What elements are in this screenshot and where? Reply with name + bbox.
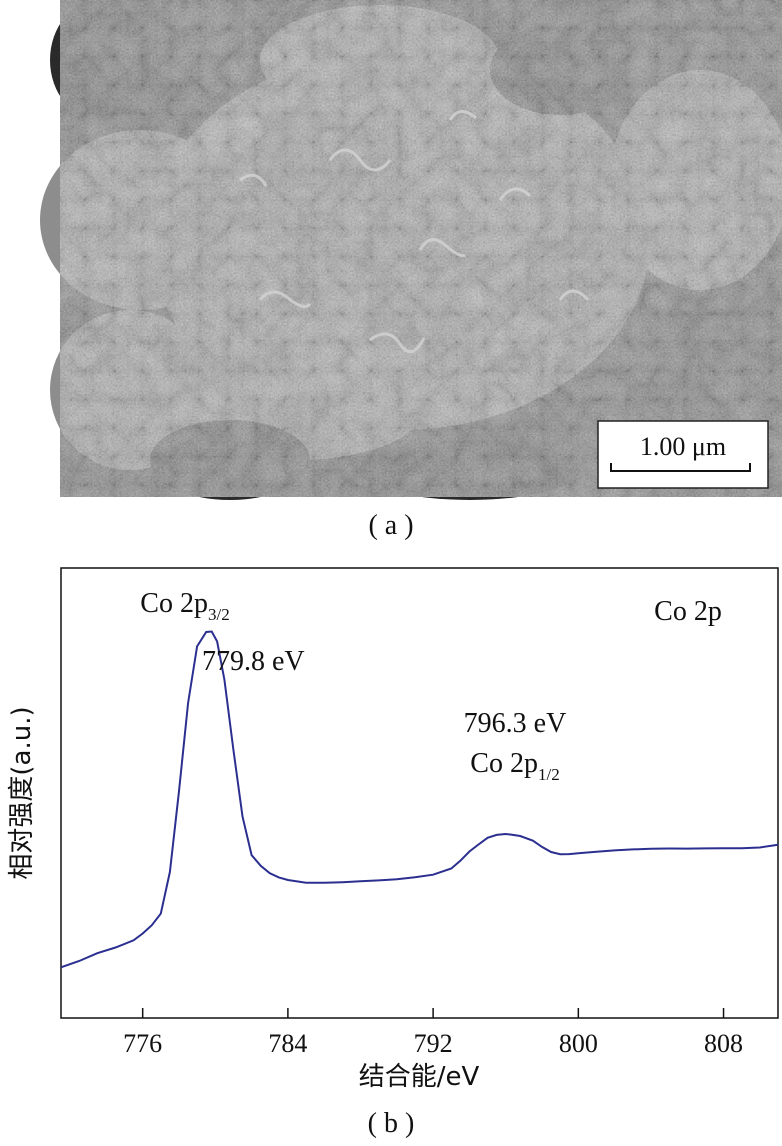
x-axis-label: 结合能/eV [359, 1062, 480, 1092]
x-tick-label: 808 [704, 1029, 743, 1058]
scale-bar-label: 1.00 μm [640, 432, 726, 461]
peak-value-3-2: 779.8 eV [202, 646, 305, 677]
peak-label-1-2: Co 2p1/2 [470, 748, 559, 784]
peak-annotation-3-2: Co 2p3/2 779.8 eV [140, 588, 304, 677]
plot-frame [60, 567, 779, 1019]
x-tick-label: 776 [123, 1029, 162, 1058]
x-ticks: 776 784 792 800 808 [123, 1008, 743, 1058]
y-axis-label: 相对强度(a.u.) [7, 706, 37, 879]
scale-bar [610, 463, 751, 472]
caption-a: ( a ) [368, 510, 414, 541]
x-tick-label: 792 [414, 1029, 453, 1058]
peak-value-1-2: 796.3 eV [464, 708, 567, 739]
series-line [60, 630, 779, 969]
scale-bar-box [597, 420, 769, 489]
x-tick-label: 800 [559, 1029, 598, 1058]
peak-label-3-2: Co 2p3/2 [140, 588, 229, 624]
peak-annotation-1-2: 796.3 eV Co 2p1/2 [464, 708, 567, 784]
caption-b: ( b ) [367, 1108, 415, 1139]
chart-title: Co 2p [654, 596, 722, 627]
x-tick-label: 784 [268, 1029, 307, 1058]
xps-chart: 776 784 792 800 808 Co 2p3/2 779.8 eV 796.3 … [7, 567, 779, 1092]
sem-micrograph: 1.00 μm [40, 0, 782, 500]
